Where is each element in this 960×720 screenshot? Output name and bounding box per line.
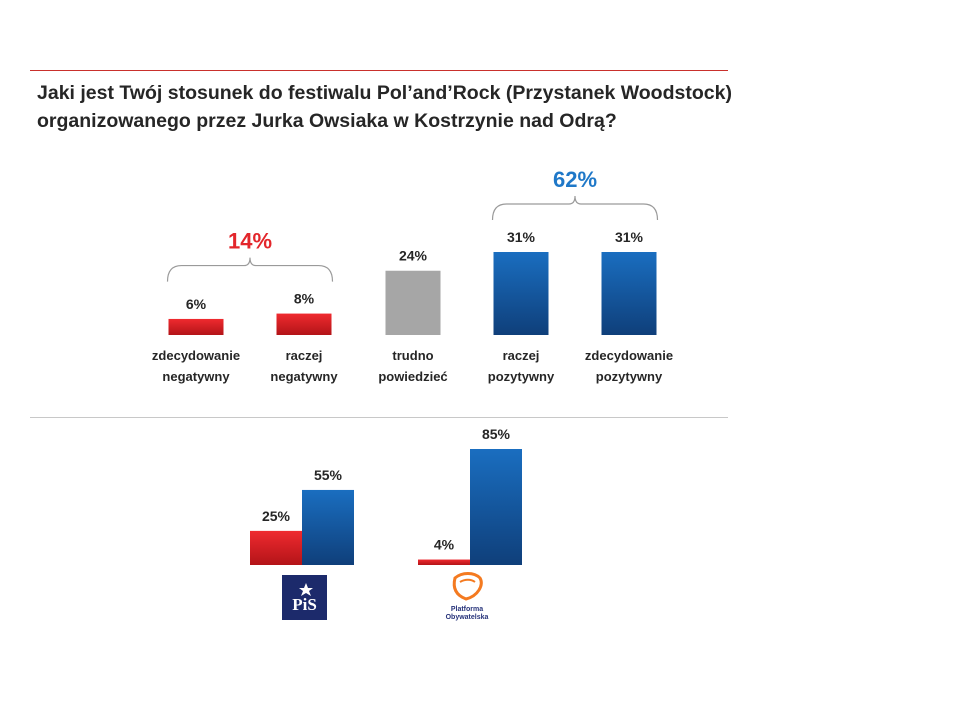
- main-bar-chart: 6% zdecydowanie negatywny 8% raczej negatywny…: [152, 167, 673, 384]
- category-label-4-line-1: zdecydowanie: [585, 348, 673, 363]
- category-label-1-line-2: negatywny: [270, 369, 338, 384]
- platforma-obywatelska-logo: Platforma Obywatelska: [446, 572, 489, 621]
- po-heart-icon: [452, 572, 483, 601]
- bar-0: [168, 318, 224, 335]
- group-total-positive: 62%: [553, 167, 597, 192]
- title-line-2: organizowanego przez Jurka Owsiaka w Kos…: [37, 110, 617, 132]
- pis-eagle-icon: [299, 583, 313, 596]
- category-label-4-line-2: pozytywny: [596, 369, 663, 384]
- party-bar-chart: 25% 55% 4% 85%: [250, 426, 522, 565]
- po-logo-line-1: Platforma: [451, 606, 483, 613]
- po-logo-line-2: Obywatelska: [446, 614, 489, 621]
- bar-1: [276, 313, 332, 335]
- party-bar-0-negative: [250, 530, 302, 565]
- title-line-1: Jaki jest Twój stosunek do festiwalu Pol…: [37, 82, 732, 104]
- party-bar-value-label-0-negative: 25%: [262, 508, 291, 524]
- bar-value-label-2: 24%: [399, 248, 428, 264]
- pis-logo: PiS: [282, 575, 327, 620]
- po-heart-inner-icon: [459, 578, 476, 583]
- party-bar-value-label-1-positive: 85%: [482, 426, 511, 442]
- group-bracket-negative: [166, 257, 334, 282]
- group-bracket-positive: [491, 195, 659, 221]
- category-label-0-line-2: negatywny: [162, 369, 230, 384]
- category-label-2-line-1: trudno: [392, 348, 433, 363]
- bar-value-label-1: 8%: [294, 291, 315, 307]
- middle-divider: [30, 417, 728, 418]
- bar-value-label-3: 31%: [507, 229, 536, 245]
- category-label-3-line-2: pozytywny: [488, 369, 555, 384]
- party-bar-1-negative: [418, 559, 470, 565]
- group-total-negative: 14%: [228, 229, 272, 254]
- bar-value-label-0: 6%: [186, 296, 207, 312]
- category-label-1-line-1: raczej: [286, 348, 323, 363]
- pis-logo-text: PiS: [292, 595, 317, 614]
- category-label-3-line-1: raczej: [503, 348, 540, 363]
- pis-logo-background: [282, 575, 327, 620]
- category-label-2-line-2: powiedzieć: [378, 369, 447, 384]
- bar-2: [385, 270, 441, 335]
- question-title: Jaki jest Twój stosunek do festiwalu Pol…: [37, 79, 797, 135]
- party-bar-0-positive: [302, 489, 354, 565]
- party-bar-value-label-0-positive: 55%: [314, 467, 343, 483]
- party-bar-1-positive: [470, 449, 522, 565]
- bar-3: [493, 252, 549, 335]
- bar-value-label-4: 31%: [615, 229, 644, 245]
- category-label-0-line-1: zdecydowanie: [152, 348, 240, 363]
- bar-4: [601, 252, 657, 335]
- top-divider: [30, 70, 728, 71]
- party-bar-value-label-1-negative: 4%: [434, 537, 455, 553]
